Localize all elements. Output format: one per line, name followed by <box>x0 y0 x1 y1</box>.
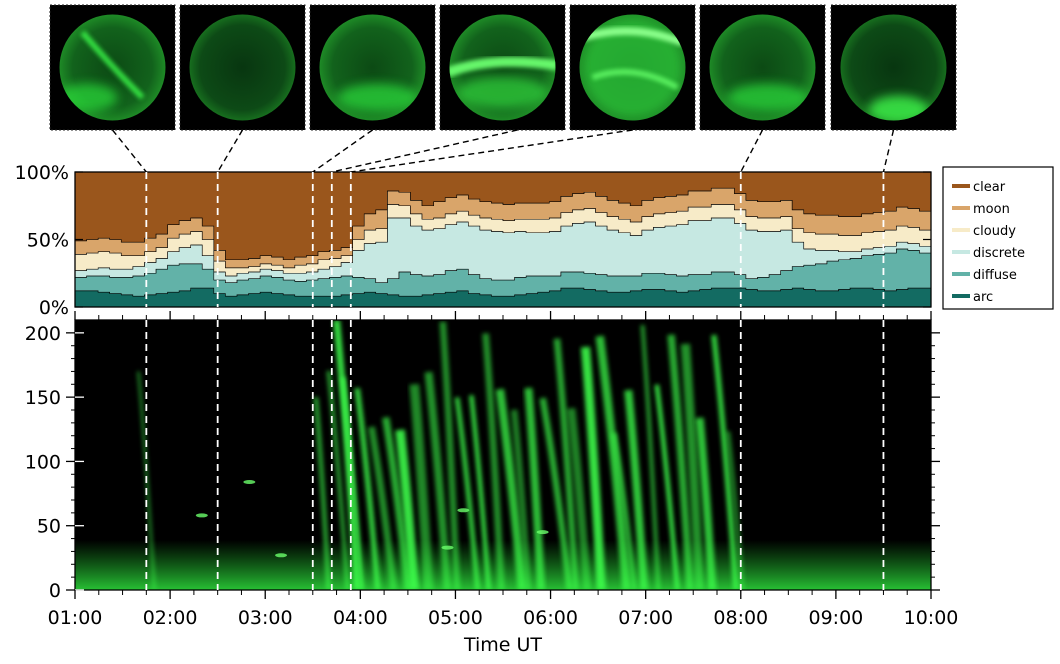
legend-label-moon: moon <box>973 202 1010 217</box>
aurora-streak <box>524 387 546 590</box>
y-tick-label: 50 <box>37 516 61 538</box>
x-tick-label: 09:00 <box>809 607 864 629</box>
bright-spot <box>441 545 454 550</box>
bright-spot <box>195 513 208 518</box>
aurora-glow <box>868 95 929 121</box>
x-axis-label: Time UT <box>463 634 542 656</box>
legend-label-diffuse: diffuse <box>973 268 1017 283</box>
aurora-streak <box>680 343 705 590</box>
aurora-streak <box>667 334 694 590</box>
aurora-streak <box>695 417 717 590</box>
aurora-arc <box>449 56 556 78</box>
aurora-streak <box>333 320 361 590</box>
all-sky-image <box>830 4 957 131</box>
aurora-streak <box>566 407 592 590</box>
aurora-streak <box>539 397 573 590</box>
y-tick-label: 200 <box>25 323 61 345</box>
aurora-streak <box>654 384 680 590</box>
connector-line <box>217 129 244 173</box>
y-tick-label: 100 <box>25 451 61 473</box>
bright-spot <box>536 530 549 535</box>
x-tick-label: 02:00 <box>143 607 198 629</box>
sky-dome <box>840 14 947 121</box>
connector-line <box>740 129 764 173</box>
all-sky-image <box>179 4 306 131</box>
aurora-arc <box>581 27 684 47</box>
aurora-streak <box>725 431 745 590</box>
bright-spot <box>243 480 256 484</box>
y-tick-label: 100% <box>15 162 69 184</box>
connector-line <box>882 129 895 173</box>
aurora-arc <box>80 30 145 100</box>
aurora-streak <box>482 333 505 590</box>
all-sky-image <box>309 4 436 131</box>
aurora-streak <box>469 394 491 590</box>
aurora-streak <box>595 335 631 590</box>
x-tick-label: 03:00 <box>238 607 293 629</box>
x-tick-label: 08:00 <box>713 607 768 629</box>
connector-line <box>350 129 633 173</box>
legend: clear moon cloudy discrete diffuse arc <box>942 166 1054 310</box>
aurora-glow <box>582 17 683 118</box>
area-series-clear <box>75 172 931 261</box>
x-tick-label: 05:00 <box>428 607 483 629</box>
x-tick-label: 07:00 <box>618 607 673 629</box>
legend-box <box>942 166 1054 310</box>
aurora-glow <box>727 83 808 112</box>
aurora-streak <box>624 389 649 590</box>
legend-label-discrete: discrete <box>973 246 1025 261</box>
aurora-streak <box>640 324 661 590</box>
aurora-streak <box>611 432 638 590</box>
x-tick-label: 10:00 <box>904 607 959 629</box>
aurora-arc <box>591 68 679 91</box>
aurora-streak <box>711 334 739 590</box>
sky-dome <box>189 14 296 121</box>
all-sky-image <box>569 4 696 131</box>
connector-line <box>331 129 518 173</box>
aurora-streak <box>454 397 481 590</box>
y-tick-label: 150 <box>25 387 61 409</box>
x-tick-label: 04:00 <box>333 607 388 629</box>
aurora-streak <box>395 429 420 590</box>
legend-label-clear: clear <box>973 180 1006 195</box>
aurora-streak <box>354 387 381 590</box>
bright-spot <box>275 553 288 558</box>
all-sky-image <box>439 4 566 131</box>
aurora-glow <box>337 83 418 112</box>
class-probability-panel: 100% 50% 0% <box>15 162 932 319</box>
aurora-streak <box>553 338 580 590</box>
aurora-glow <box>457 76 548 109</box>
aurora-streak <box>580 346 606 590</box>
aurora-streak <box>495 388 527 590</box>
connector-line <box>111 129 147 173</box>
x-tick-label: 06:00 <box>523 607 578 629</box>
all-sky-image <box>699 4 826 131</box>
y-tick-label: 0% <box>39 297 69 319</box>
y-tick-label: 0 <box>49 580 61 602</box>
all-sky-image-strip <box>49 4 957 131</box>
aurora-streak <box>409 383 434 590</box>
connector-lines <box>111 129 895 173</box>
aurora-streak <box>313 396 332 590</box>
bright-spot <box>457 508 470 513</box>
connector-line <box>312 129 373 173</box>
keogram-panel: 0 50 100 150 200 01:00 02:00 03:00 04:00 05:00 06… <box>25 311 959 656</box>
aurora-streak <box>439 321 461 590</box>
aurora-streak <box>382 416 412 590</box>
all-sky-image <box>49 4 176 131</box>
y-tick-label: 50% <box>27 230 69 252</box>
aurora-streak <box>367 426 398 590</box>
legend-label-cloudy: cloudy <box>973 224 1016 239</box>
x-tick-label: 01:00 <box>48 607 103 629</box>
aurora-streak <box>424 371 452 590</box>
legend-label-arc: arc <box>973 290 993 305</box>
aurora-streak <box>510 409 532 590</box>
